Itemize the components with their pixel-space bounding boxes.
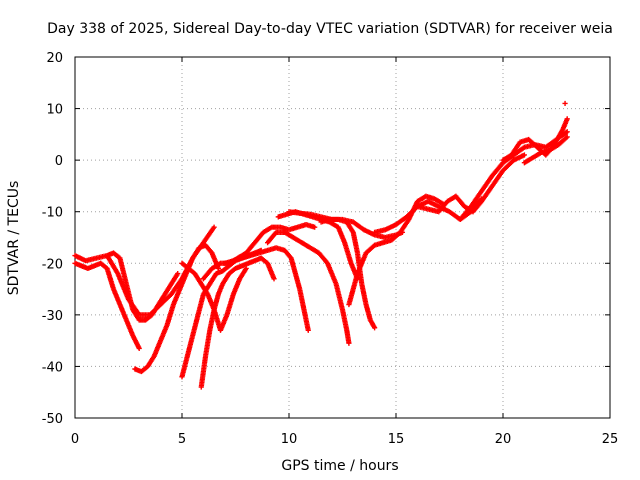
x-tick-label: 0 [71, 432, 79, 447]
plot-frame [74, 56, 611, 419]
data-point [564, 116, 570, 122]
x-tick-label: 25 [602, 432, 619, 447]
y-tick-label: -20 [42, 257, 63, 272]
x-tick-label: 20 [495, 432, 512, 447]
data-point [175, 271, 181, 277]
data-point [521, 152, 527, 158]
x-tick-label: 15 [388, 432, 405, 447]
data-point [136, 345, 142, 351]
data-point [564, 129, 570, 135]
y-tick-label: 20 [46, 51, 63, 66]
data-point [305, 327, 311, 333]
y-tick-label: 0 [55, 154, 63, 169]
data-point [346, 340, 352, 346]
data-point [562, 100, 568, 107]
y-axis-label: SDTVAR / TECUs [6, 181, 22, 296]
x-axis-label: GPS time / hours [281, 458, 398, 474]
y-tick-label: 10 [46, 103, 63, 118]
data-point [271, 276, 277, 282]
data-point [372, 325, 378, 331]
data-point [312, 224, 318, 230]
y-tick-label: -30 [42, 309, 63, 324]
y-tick-label: -50 [42, 412, 63, 427]
chart-title: Day 338 of 2025, Sidereal Day-to-day VTE… [47, 21, 613, 37]
y-tick-label: -40 [42, 360, 63, 375]
x-tick-label: 10 [281, 432, 298, 447]
data-points [72, 100, 570, 390]
data-point [211, 224, 217, 230]
data-point [564, 134, 570, 140]
x-tick-label: 5 [178, 432, 186, 447]
axis-ticks: 0 5 10 15 20 25 -50 -40 -30 -20 -10 0 10 20 [42, 51, 619, 447]
y-tick-label: -10 [42, 206, 63, 221]
